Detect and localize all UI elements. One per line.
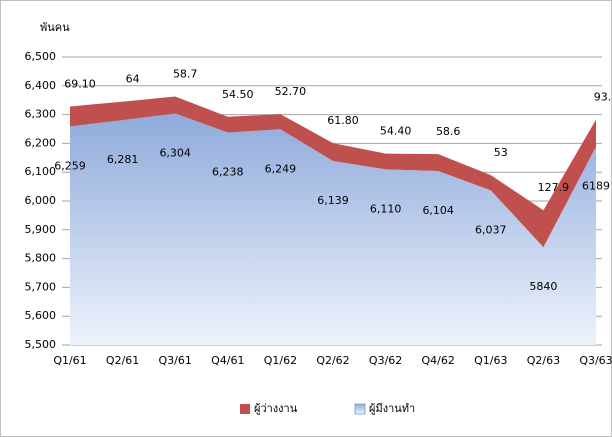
data-label: 6,249 [265, 162, 297, 175]
x-tick-label: Q3/62 [369, 354, 402, 367]
y-tick-label: 6,000 [25, 194, 57, 207]
data-label: 6,281 [107, 153, 139, 166]
data-label: 54.40 [380, 125, 412, 138]
y-tick-label: 5,500 [25, 338, 57, 351]
x-tick-label: Q3/61 [159, 354, 192, 367]
y-tick-label: 5,700 [25, 280, 57, 293]
y-tick-label: 6,300 [25, 108, 57, 121]
data-label: 61.80 [327, 114, 359, 127]
x-tick-label: Q1/63 [474, 354, 507, 367]
data-label: 5840 [529, 280, 557, 293]
data-label: 64 [126, 73, 140, 86]
x-tick-label: Q1/62 [264, 354, 297, 367]
data-label: 69.10 [64, 78, 96, 91]
x-tick-label: Q2/61 [106, 354, 139, 367]
data-label: 58.6 [436, 125, 461, 138]
y-tick-label: 5,900 [25, 223, 57, 236]
y-tick-label: 6,500 [25, 50, 57, 63]
y-tick-label: 6,400 [25, 79, 57, 92]
legend-label: ผู้มีงานทำ [369, 402, 415, 415]
x-tick-label: Q4/61 [211, 354, 244, 367]
data-label: 6,104 [422, 204, 454, 217]
data-label: 127.9 [538, 181, 570, 194]
data-label: 6189 [582, 180, 610, 193]
area [70, 96, 596, 248]
data-label: 53 [494, 146, 508, 159]
legend-label: ผู้ว่างงาน [254, 402, 298, 415]
y-tick-label: 6,200 [25, 136, 57, 149]
legend-swatch [240, 404, 250, 414]
data-label: 52.70 [275, 85, 307, 98]
y-tick-label: 5,800 [25, 252, 57, 265]
y-tick-label: 6,100 [25, 165, 57, 178]
data-label: 6,238 [212, 165, 244, 178]
data-label: 6,037 [475, 223, 507, 236]
legend-swatch [354, 403, 366, 415]
x-tick-label: Q2/62 [316, 354, 349, 367]
x-tick-label: Q3/63 [579, 354, 612, 367]
x-tick-label: Q2/63 [527, 354, 560, 367]
data-label: 6,110 [370, 202, 402, 215]
x-tick-label: Q1/61 [53, 354, 86, 367]
area [70, 113, 596, 345]
data-label: 58.7 [173, 68, 198, 81]
data-label: 54.50 [222, 88, 254, 101]
y-axis-label: พันคน [40, 21, 70, 34]
x-tick-label: Q4/62 [422, 354, 455, 367]
data-label: 6,259 [54, 159, 86, 172]
data-label: 6,139 [317, 194, 349, 207]
data-label: 6,304 [159, 146, 191, 159]
y-tick-label: 5,600 [25, 309, 57, 322]
data-label: 93.5 [594, 91, 612, 104]
